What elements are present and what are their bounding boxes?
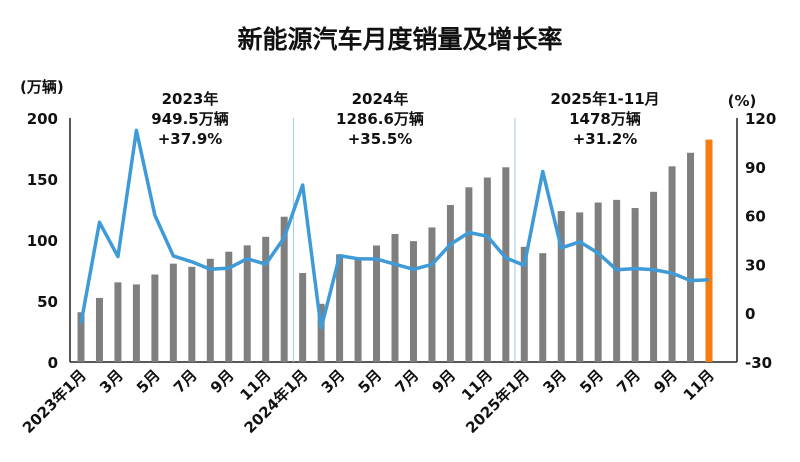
right-tick-label: -30 — [745, 354, 772, 372]
left-unit-label: (万辆) — [20, 78, 64, 96]
right-tick-label: 60 — [745, 208, 766, 226]
x-tick-label: 3月 — [96, 366, 127, 397]
left-tick-label: 200 — [27, 110, 58, 128]
annotation-total: 1286.6万辆 — [336, 110, 424, 128]
sales-bar — [262, 236, 270, 362]
x-tick-label: 3月 — [318, 366, 349, 397]
sales-bar — [428, 227, 436, 362]
left-tick-label: 50 — [37, 293, 58, 311]
sales-bar — [520, 246, 528, 362]
x-tick-label: 5月 — [355, 366, 386, 397]
sales-bar — [95, 297, 103, 362]
x-tick-label: 5月 — [133, 366, 164, 397]
sales-bar — [502, 167, 510, 362]
left-tick-label: 100 — [27, 232, 58, 250]
sales-bar — [631, 208, 639, 362]
x-tick-label: 3月 — [539, 366, 570, 397]
annotation-growth: +35.5% — [348, 130, 413, 148]
chart-title: 新能源汽车月度销量及增长率 — [237, 25, 563, 54]
sales-bar — [151, 274, 159, 362]
right-tick-label: 0 — [745, 305, 755, 323]
left-tick-label: 0 — [48, 354, 58, 372]
sales-bar — [188, 266, 196, 362]
sales-bar — [668, 166, 676, 362]
sales-bar — [409, 241, 417, 362]
annotation-year: 2025年1-11月 — [550, 90, 659, 108]
sales-bar — [280, 216, 288, 362]
sales-bar — [650, 191, 658, 362]
sales-bar — [169, 263, 177, 362]
annotation-year: 2024年 — [352, 90, 409, 108]
sales-bar — [373, 245, 381, 362]
sales-bar — [446, 204, 454, 362]
sales-bar — [243, 245, 251, 362]
sales-bar — [354, 258, 362, 362]
sales-bar — [206, 258, 214, 362]
sales-bar — [225, 251, 233, 362]
sales-bar — [539, 253, 547, 362]
sales-bar — [594, 202, 602, 362]
x-tick-label: 9月 — [650, 366, 681, 397]
annotation-year: 2023年 — [162, 90, 219, 108]
sales-bar — [613, 199, 621, 362]
x-tick-label: 5月 — [576, 366, 607, 397]
sales-bar — [483, 177, 491, 362]
sales-bar — [336, 254, 344, 362]
x-tick-label: 9月 — [429, 366, 460, 397]
right-tick-label: 120 — [745, 110, 776, 128]
right-tick-label: 90 — [745, 159, 766, 177]
sales-bar — [465, 187, 473, 362]
right-tick-label: 30 — [745, 256, 766, 274]
x-tick-label: 11月 — [680, 366, 718, 404]
x-tick-label: 9月 — [207, 366, 238, 397]
annotation-growth: +37.9% — [158, 130, 223, 148]
right-unit-label: (%) — [728, 92, 757, 110]
sales-bar — [299, 273, 307, 362]
x-tick-label: 2023年1月 — [19, 366, 90, 437]
sales-bar — [391, 234, 399, 362]
annotation-growth: +31.2% — [573, 130, 638, 148]
sales-bar — [576, 212, 584, 362]
annotation-total: 949.5万辆 — [151, 110, 228, 128]
annotation-total: 1478万辆 — [569, 110, 641, 128]
sales-bar — [132, 284, 140, 362]
sales-bar — [77, 312, 85, 362]
x-tick-label: 7月 — [613, 366, 644, 397]
x-tick-label: 7月 — [392, 366, 423, 397]
sales-bar — [687, 152, 695, 362]
x-tick-label: 7月 — [170, 366, 201, 397]
sales-bar — [557, 211, 565, 362]
left-tick-label: 150 — [27, 171, 58, 189]
sales-bar — [317, 303, 325, 362]
highlight-bar — [705, 139, 713, 362]
sales-bar — [114, 282, 122, 362]
